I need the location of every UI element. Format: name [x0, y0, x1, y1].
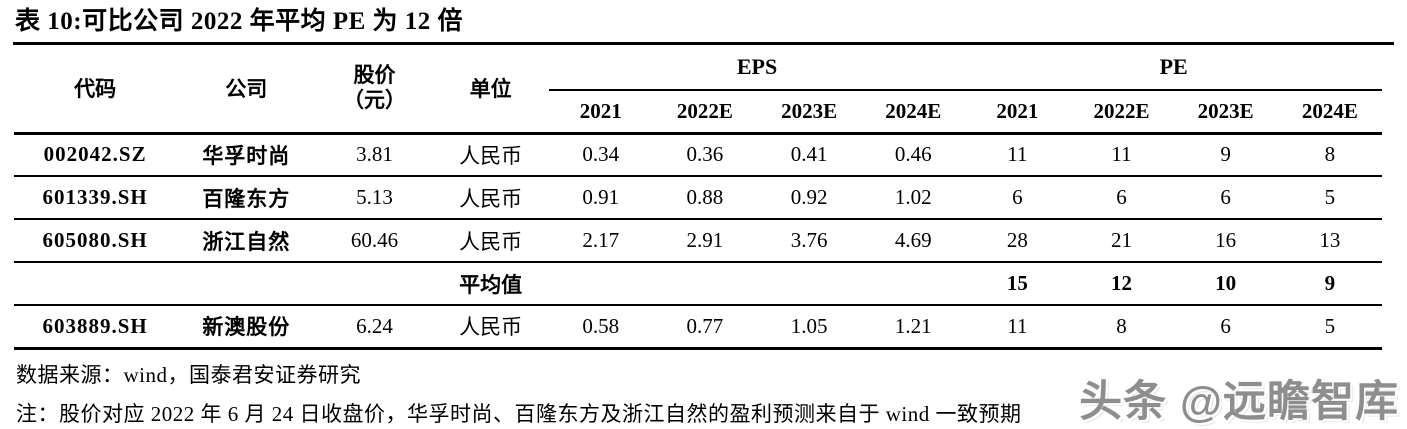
- pe-2024e: 5: [1277, 176, 1382, 220]
- eps-year-2023e: 2023E: [757, 90, 862, 135]
- table-row: 605080.SH 浙江自然 60.46 人民币 2.17 2.91 3.76 …: [14, 219, 1382, 263]
- pe-2023e: 6: [1173, 176, 1278, 220]
- eps-2024e: 1.02: [861, 176, 966, 220]
- pe-year-2024e: 2024E: [1277, 90, 1382, 135]
- eps-2022e: 0.36: [652, 133, 757, 177]
- pe-2021: 11: [965, 305, 1070, 350]
- eps-2021: 0.58: [548, 305, 653, 350]
- comparables-table: 代码 公司 股价 （元） 单位 EPS PE 2021 2022E 2023E …: [14, 45, 1382, 350]
- stock-price: 5.13: [316, 176, 433, 220]
- price-header-line1: 股价: [353, 63, 396, 88]
- company-name: 华孚时尚: [176, 133, 317, 177]
- stock-code: [14, 262, 177, 306]
- col-group-eps: EPS: [548, 45, 966, 91]
- stock-price: 3.81: [316, 133, 433, 177]
- eps-2023e: [757, 262, 862, 306]
- eps-2021: 2.17: [548, 219, 653, 263]
- col-group-pe: PE: [965, 45, 1382, 91]
- average-row: 平均值 15 12 10 9: [14, 262, 1382, 306]
- eps-2024e: 1.21: [861, 305, 966, 350]
- stock-code: 002042.SZ: [14, 133, 177, 177]
- eps-year-2022e: 2022E: [652, 90, 757, 135]
- pe-2021: 28: [965, 219, 1070, 263]
- header-year-row: 2021 2022E 2023E 2024E 2021 2022E 2023E …: [14, 90, 1382, 135]
- header-group-row: 代码 公司 股价 （元） 单位 EPS PE: [14, 45, 1382, 135]
- eps-year-2024e: 2024E: [861, 90, 966, 135]
- eps-2024e: 4.69: [861, 219, 966, 263]
- eps-2021: 0.91: [548, 176, 653, 220]
- table-title: 表 10:可比公司 2022 年平均 PE 为 12 倍: [13, 0, 1394, 45]
- pe-2022e: 6: [1069, 176, 1174, 220]
- pe-2022e: 11: [1069, 133, 1174, 177]
- col-header-price: 股价 （元）: [316, 45, 433, 135]
- company-name: 浙江自然: [176, 219, 317, 263]
- table-row: 601339.SH 百隆东方 5.13 人民币 0.91 0.88 0.92 1…: [14, 176, 1382, 220]
- pe-2024e: 5: [1277, 305, 1382, 350]
- pe-year-2023e: 2023E: [1173, 90, 1278, 135]
- stock-code: 605080.SH: [14, 219, 177, 263]
- pe-2022e: 21: [1069, 219, 1174, 263]
- pe-2021: 6: [965, 176, 1070, 220]
- pe-2021: 11: [965, 133, 1070, 177]
- pe-2023e: 10: [1173, 262, 1278, 306]
- eps-2022e: 0.77: [652, 305, 757, 350]
- data-source-line: 数据来源：wind，国泰君安证券研究: [16, 362, 361, 387]
- col-header-company: 公司: [176, 45, 317, 135]
- pe-2023e: 16: [1173, 219, 1278, 263]
- eps-2021: [548, 262, 653, 306]
- currency-unit: 人民币: [432, 219, 549, 263]
- pe-2022e: 12: [1069, 262, 1174, 306]
- stock-price: 6.24: [316, 305, 433, 350]
- pe-2021: 15: [965, 262, 1070, 306]
- stock-code: 601339.SH: [14, 176, 177, 220]
- note-line: 注：股价对应 2022 年 6 月 24 日收盘价，华孚时尚、百隆东方及浙江自然…: [16, 401, 1022, 426]
- table-row: 002042.SZ 华孚时尚 3.81 人民币 0.34 0.36 0.41 0…: [14, 133, 1382, 177]
- pe-2022e: 8: [1069, 305, 1174, 350]
- pe-2024e: 8: [1277, 133, 1382, 177]
- price-header-line2: （元）: [342, 88, 406, 113]
- currency-unit: 人民币: [432, 176, 549, 220]
- stock-price: 60.46: [316, 219, 433, 263]
- col-header-code: 代码: [14, 45, 177, 135]
- company-name: 新澳股份: [176, 305, 317, 350]
- currency-unit: 人民币: [432, 133, 549, 177]
- currency-unit: 人民币: [432, 305, 549, 350]
- eps-2023e: 0.92: [757, 176, 862, 220]
- table-row: 603889.SH 新澳股份 6.24 人民币 0.58 0.77 1.05 1…: [14, 305, 1382, 350]
- stock-price: [316, 262, 433, 306]
- eps-2024e: [861, 262, 966, 306]
- eps-2022e: 2.91: [652, 219, 757, 263]
- eps-2023e: 0.41: [757, 133, 862, 177]
- company-name: 百隆东方: [176, 176, 317, 220]
- pe-2024e: 9: [1277, 262, 1382, 306]
- pe-year-2022e: 2022E: [1069, 90, 1174, 135]
- pe-2024e: 13: [1277, 219, 1382, 263]
- pe-year-2021: 2021: [965, 90, 1070, 135]
- eps-2023e: 1.05: [757, 305, 862, 350]
- stock-code: 603889.SH: [14, 305, 177, 350]
- pe-2023e: 6: [1173, 305, 1278, 350]
- eps-2022e: [652, 262, 757, 306]
- watermark-toutiao-yuanzhan: 头条 @远瞻智库: [1079, 378, 1399, 426]
- company-name: [176, 262, 317, 306]
- eps-2022e: 0.88: [652, 176, 757, 220]
- eps-2024e: 0.46: [861, 133, 966, 177]
- pe-2023e: 9: [1173, 133, 1278, 177]
- col-header-unit: 单位: [432, 45, 549, 135]
- eps-2021: 0.34: [548, 133, 653, 177]
- eps-2023e: 3.76: [757, 219, 862, 263]
- average-label: 平均值: [432, 262, 549, 306]
- eps-year-2021: 2021: [548, 90, 653, 135]
